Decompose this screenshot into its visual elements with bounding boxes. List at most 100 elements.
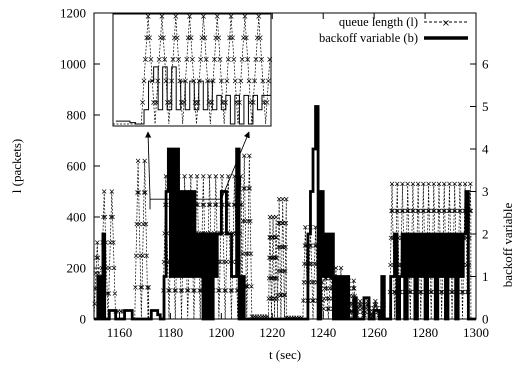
inset-queue-marker — [212, 56, 217, 62]
queue-marker — [248, 251, 254, 256]
queue-marker — [188, 173, 194, 179]
queue-marker — [200, 202, 205, 208]
queue-marker — [107, 265, 112, 271]
queue-marker — [358, 302, 364, 307]
queue-marker — [207, 173, 212, 179]
inset-queue-marker — [200, 13, 206, 19]
queue-marker — [212, 202, 218, 208]
queue-marker — [272, 275, 278, 281]
y-tick-label: 200 — [67, 261, 87, 276]
queue-marker — [166, 288, 171, 293]
queue-marker — [179, 288, 185, 293]
queue-marker — [431, 181, 437, 187]
queue-marker — [279, 268, 284, 274]
queue-marker — [426, 208, 432, 214]
queue-marker — [421, 208, 427, 214]
queue-marker — [458, 208, 463, 214]
queue-marker — [436, 208, 441, 214]
queue-marker — [428, 289, 433, 295]
inset-queue-marker — [246, 78, 252, 84]
queue-marker — [410, 181, 416, 187]
queue-marker — [207, 202, 213, 208]
legend-label-queue: queue length (l) — [339, 15, 418, 29]
queue-marker — [228, 288, 234, 293]
inset-queue-marker — [148, 56, 154, 62]
inset-queue-marker — [187, 13, 193, 19]
inset-queue-marker — [189, 56, 195, 62]
queue-marker — [432, 208, 437, 214]
queue-marker — [450, 289, 455, 295]
queue-marker — [415, 181, 421, 187]
queue-marker — [357, 302, 362, 307]
queue-marker — [249, 284, 254, 289]
inset-queue-marker — [267, 56, 273, 62]
y2-tick-label: 6 — [482, 57, 489, 72]
queue-marker — [322, 286, 327, 291]
inset-queue-marker — [225, 56, 231, 62]
queue-marker — [172, 288, 177, 293]
queue-marker — [283, 244, 288, 250]
queue-marker — [137, 221, 142, 227]
x-tick-label: 1260 — [361, 325, 387, 340]
inset-queue-marker — [173, 13, 179, 19]
queue-marker — [373, 298, 378, 304]
y2-tick-label: 0 — [482, 312, 489, 327]
y2-tick-label: 4 — [482, 142, 489, 157]
queue-marker — [226, 173, 231, 179]
queue-marker — [214, 202, 219, 208]
queue-marker — [312, 261, 317, 267]
queue-marker — [303, 224, 308, 230]
inset-queue-marker — [214, 13, 220, 19]
queue-marker — [468, 181, 473, 187]
inset-queue-marker — [245, 56, 251, 62]
inset-queue-marker — [239, 56, 245, 62]
queue-marker — [184, 288, 190, 293]
queue-marker — [373, 302, 379, 307]
queue-marker — [447, 208, 453, 214]
queue-marker — [426, 181, 431, 187]
queue-marker — [408, 289, 414, 295]
backoff-line — [94, 105, 476, 321]
y-tick-label: 400 — [67, 210, 87, 225]
inset-queue-marker — [260, 78, 266, 84]
queue-marker — [302, 243, 308, 248]
inset-queue-marker — [252, 78, 258, 84]
queue-marker — [108, 214, 114, 220]
inset-queue-marker — [216, 35, 222, 41]
queue-marker — [248, 218, 253, 224]
queue-marker — [327, 286, 333, 291]
queue-marker — [92, 301, 97, 306]
x-tick-label: 1280 — [412, 325, 438, 340]
inset-queue-marker — [188, 35, 194, 41]
queue-marker — [452, 208, 458, 214]
queue-marker — [246, 218, 251, 224]
queue-marker — [95, 255, 101, 261]
queue-marker — [282, 292, 288, 298]
queue-marker — [278, 292, 283, 298]
x-tick-label: 1240 — [310, 325, 336, 340]
queue-marker — [452, 181, 457, 187]
queue-marker — [182, 173, 187, 179]
y-axis-ticks: 0 200 400 600 800 1000 1200 — [60, 6, 100, 327]
inset-queue-marker — [218, 78, 224, 84]
queue-marker — [280, 220, 285, 226]
inset-queue-marker — [195, 100, 201, 105]
inset-queue-marker — [238, 78, 244, 84]
y-tick-label: 600 — [67, 159, 87, 174]
inset-queue-marker — [160, 35, 166, 41]
inset-queue-marker — [242, 13, 248, 19]
inset-queue-marker — [228, 13, 234, 19]
inset-queue-marker — [231, 56, 237, 62]
queue-marker — [442, 208, 447, 214]
queue-marker — [145, 285, 150, 290]
queue-marker — [321, 306, 326, 312]
queue-marker — [276, 220, 282, 226]
inset-queue-marker — [210, 78, 216, 84]
queue-marker — [357, 298, 363, 304]
queue-marker — [217, 259, 223, 265]
queue-marker — [224, 259, 229, 265]
queue-marker — [449, 289, 454, 295]
queue-marker — [457, 208, 462, 214]
queue-marker — [178, 288, 184, 293]
